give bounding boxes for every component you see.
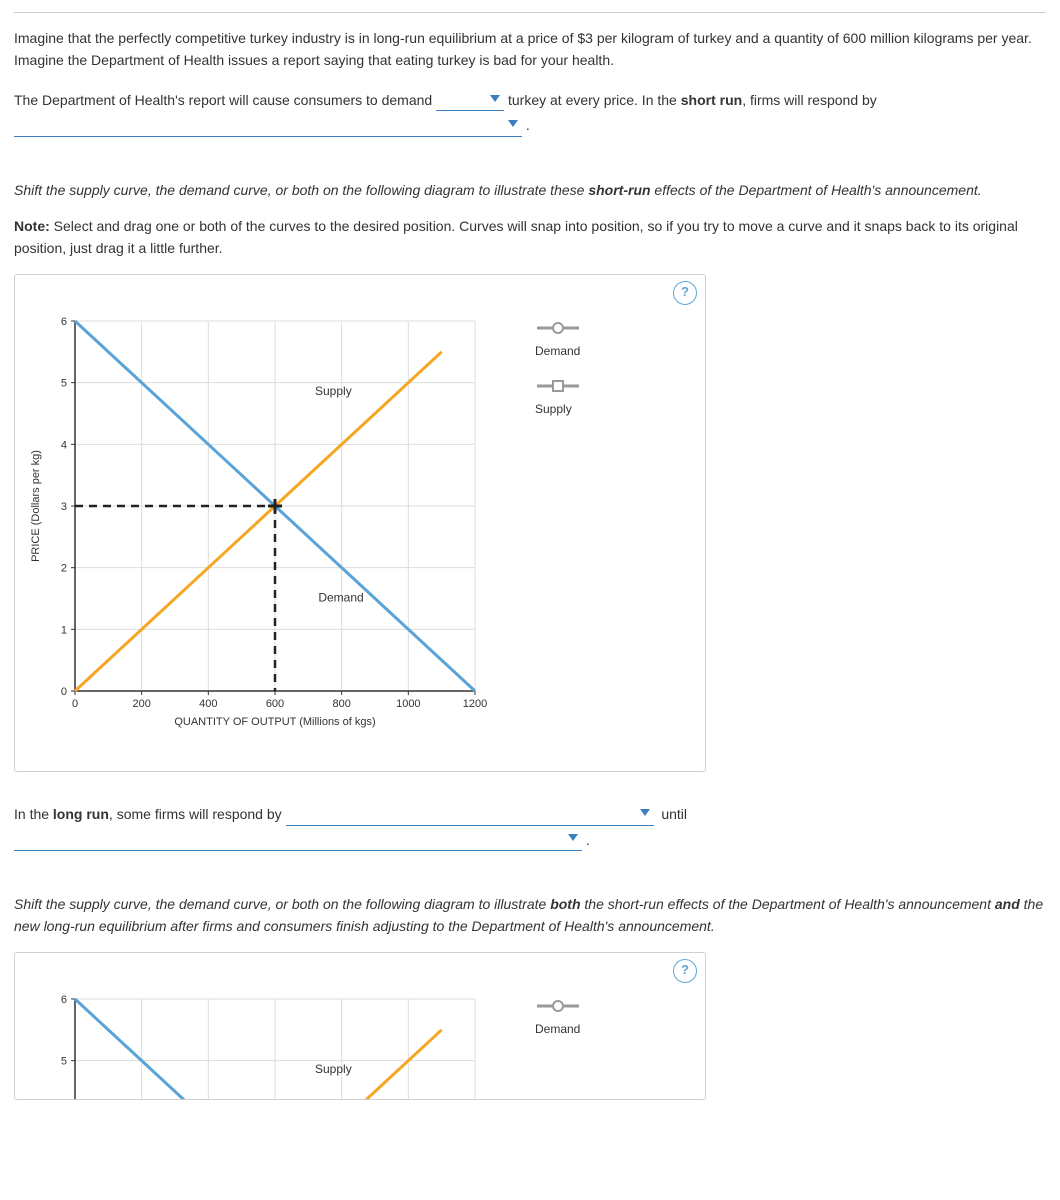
- legend-symbol-demand: [535, 321, 581, 340]
- svg-text:QUANTITY OF OUTPUT (Millions o: QUANTITY OF OUTPUT (Millions of kgs): [174, 716, 375, 728]
- lr-mid: , some firms will respond by: [109, 806, 282, 822]
- chevron-down-icon: [568, 834, 578, 841]
- svg-text:6: 6: [61, 316, 67, 328]
- help-button[interactable]: ?: [673, 281, 697, 305]
- svg-text:2: 2: [61, 562, 67, 574]
- instr2-mid: the short-run effects of the Department …: [581, 896, 995, 912]
- legend-label-demand: Demand: [535, 344, 580, 358]
- chart-card-long-run: ? 0200400600800100012000123456QUANTITY O…: [14, 952, 706, 1100]
- sentence-long-run: In the long run, some firms will respond…: [14, 800, 1046, 851]
- chevron-down-icon: [508, 120, 518, 127]
- svg-text:600: 600: [266, 698, 284, 710]
- svg-text:4: 4: [61, 439, 67, 451]
- instr2-b2: and: [995, 896, 1020, 912]
- dropdown-demand-direction[interactable]: [436, 86, 504, 111]
- svg-text:200: 200: [132, 698, 150, 710]
- note-text: Select and drag one or both of the curve…: [14, 218, 1018, 256]
- svg-text:800: 800: [332, 698, 350, 710]
- svg-text:6: 6: [61, 994, 67, 1006]
- dropdown-long-run-until[interactable]: [14, 826, 582, 851]
- svg-text:0: 0: [72, 698, 78, 710]
- svg-text:PRICE (Dollars per kg): PRICE (Dollars per kg): [30, 450, 42, 562]
- help-button[interactable]: ?: [673, 959, 697, 983]
- dropdown-long-run-response[interactable]: [286, 800, 654, 825]
- legend-entry-supply[interactable]: Supply: [535, 379, 581, 419]
- dropdown-short-run-response[interactable]: [14, 111, 522, 136]
- legend-label-supply: Supply: [535, 402, 572, 416]
- legend-entry-demand[interactable]: Demand: [535, 321, 581, 361]
- legend-label-demand-2: Demand: [535, 1022, 580, 1036]
- svg-text:Supply: Supply: [315, 1062, 352, 1076]
- sent1-post: , firms will respond by: [742, 92, 877, 108]
- intro-paragraph: Imagine that the perfectly competitive t…: [14, 27, 1046, 72]
- chart-card-short-run: ? 0 200 400 600 800 1000 1200 0 1 2 3 4 5 6 QUANTITY O…: [14, 274, 706, 772]
- chevron-down-icon: [490, 95, 500, 102]
- page-top-rule: [14, 12, 1046, 13]
- chart-legend-2: Demand: [535, 999, 581, 1057]
- instr1-post: effects of the Department of Health's an…: [651, 182, 982, 198]
- svg-text:0: 0: [61, 686, 67, 698]
- sent1-bold: short run: [681, 92, 742, 108]
- sentence-short-run: The Department of Health's report will c…: [14, 86, 1046, 137]
- svg-text:1: 1: [61, 624, 67, 636]
- help-icon: ?: [681, 960, 689, 981]
- legend-symbol-demand: [535, 999, 581, 1018]
- svg-text:5: 5: [61, 1055, 67, 1067]
- instr1-bold: short-run: [588, 182, 650, 198]
- lr-bold: long run: [53, 806, 109, 822]
- svg-text:Supply: Supply: [315, 384, 352, 398]
- chart-legend: Demand Supply: [535, 321, 581, 438]
- chevron-down-icon: [640, 809, 650, 816]
- chart-plot-long-run[interactable]: 0200400600800100012000123456QUANTITY OF …: [25, 985, 495, 1100]
- lr-until: until: [661, 806, 687, 822]
- instr2-pre: Shift the supply curve, the demand curve…: [14, 896, 550, 912]
- svg-text:Demand: Demand: [318, 590, 363, 604]
- svg-text:3: 3: [61, 501, 67, 513]
- sent1-mid: turkey at every price. In the: [508, 92, 681, 108]
- svg-text:5: 5: [61, 377, 67, 389]
- legend-symbol-supply: [535, 379, 581, 398]
- svg-text:1000: 1000: [396, 698, 420, 710]
- help-icon: ?: [681, 282, 689, 303]
- instr2-b1: both: [550, 896, 580, 912]
- instr1-pre: Shift the supply curve, the demand curve…: [14, 182, 588, 198]
- note-paragraph: Note: Select and drag one or both of the…: [14, 215, 1046, 260]
- lr-pre: In the: [14, 806, 53, 822]
- sent1-period: .: [526, 117, 530, 133]
- note-label: Note:: [14, 218, 50, 234]
- sent1-pre: The Department of Health's report will c…: [14, 92, 432, 108]
- svg-text:1200: 1200: [463, 698, 487, 710]
- chart-plot-short-run[interactable]: 0 200 400 600 800 1000 1200 0 1 2 3 4 5 6 QUANTITY OF …: [25, 307, 495, 753]
- svg-text:400: 400: [199, 698, 217, 710]
- instruction-1: Shift the supply curve, the demand curve…: [14, 179, 1046, 201]
- lr-period: .: [586, 832, 590, 848]
- legend-entry-demand-2[interactable]: Demand: [535, 999, 581, 1039]
- instruction-2: Shift the supply curve, the demand curve…: [14, 893, 1046, 938]
